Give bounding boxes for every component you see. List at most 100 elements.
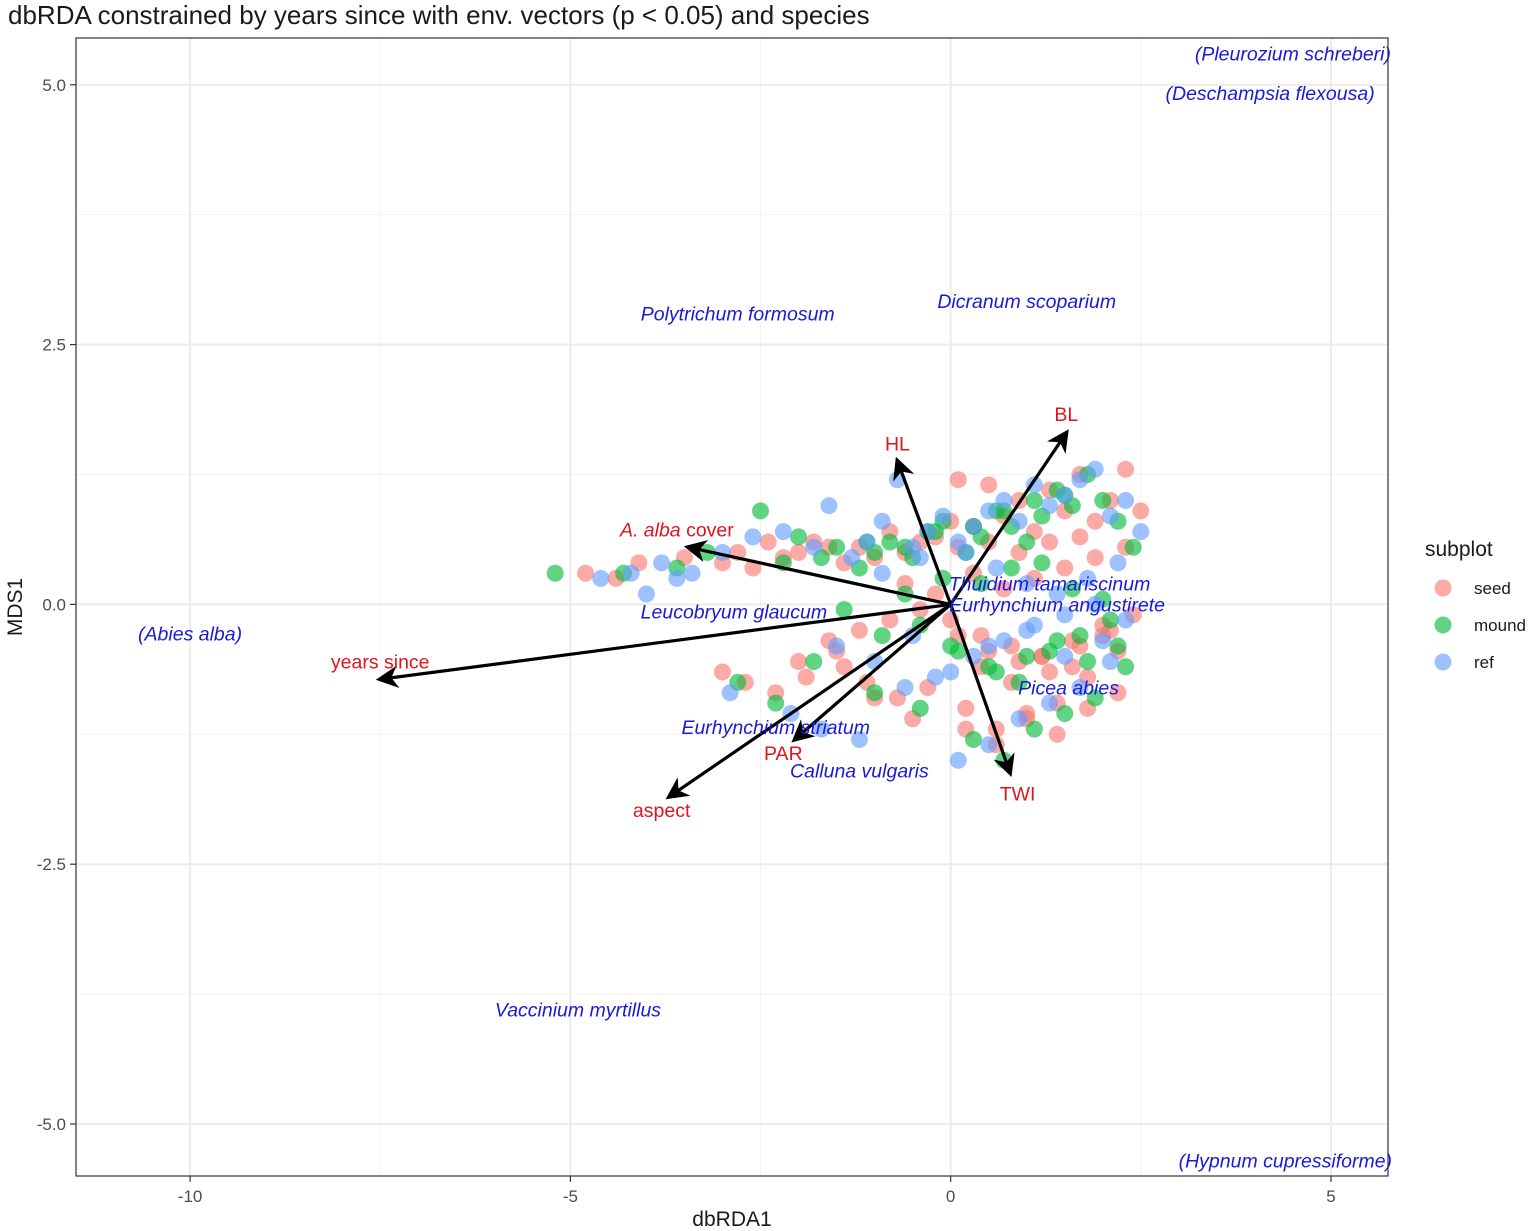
point-mound [873, 627, 891, 645]
point-ref [1056, 486, 1074, 504]
species-label: Eurhynchium angustirete [949, 594, 1165, 616]
species-label: (Hypnum cupressiforme) [1179, 1150, 1392, 1172]
point-ref [828, 637, 846, 655]
vector-arrow-par [791, 603, 952, 743]
point-ref [1048, 585, 1066, 603]
point-mound [1071, 627, 1089, 645]
panel-border [75, 37, 1389, 1177]
point-ref [1132, 523, 1150, 541]
x-tick-label: 5 [1326, 1187, 1335, 1206]
point-seed [850, 621, 868, 639]
legend-key-ref [1434, 653, 1452, 671]
point-mound [911, 699, 929, 717]
point-ref [1086, 595, 1104, 613]
point-mound [1086, 689, 1104, 707]
point-ref [1018, 621, 1036, 639]
point-mound [1101, 611, 1119, 629]
species-label: Vaccinium myrtillus [495, 1000, 661, 1022]
point-mound [546, 564, 564, 582]
x-tick-label: -5 [563, 1187, 578, 1206]
point-seed [980, 476, 998, 494]
point-ref [721, 684, 739, 702]
species-label: Picea abies [1018, 678, 1119, 700]
species-labels: (Pleurozium schreberi) (Deschampsia flexo… [138, 44, 1392, 1173]
x-axis-ticks: -10 -5 0 5 [178, 1176, 1336, 1206]
point-mound [752, 502, 770, 520]
y-tick-label: 2.5 [42, 336, 66, 355]
point-mound [828, 538, 846, 556]
point-ref [1109, 554, 1127, 572]
point-ref [1094, 632, 1112, 650]
point-mound [972, 575, 990, 593]
point-ref [980, 736, 998, 754]
point-ref [926, 668, 944, 686]
point-ref [934, 507, 952, 525]
point-mound [1079, 653, 1097, 671]
point-mound [1117, 658, 1135, 676]
vector-label-aspect: aspect [633, 800, 691, 822]
point-seed [1132, 502, 1150, 520]
x-tick-label: 0 [946, 1187, 955, 1206]
point-mound [1025, 491, 1043, 509]
point-ref [774, 523, 792, 541]
point-ref [1071, 471, 1089, 489]
point-seed [1086, 512, 1104, 530]
point-mound [1025, 720, 1043, 738]
point-seed [1086, 549, 1104, 567]
point-mound [1018, 533, 1036, 551]
point-ref [1101, 653, 1119, 671]
point-mound [987, 663, 1005, 681]
point-ref [911, 549, 929, 567]
x-axis-title: dbRDA1 [692, 1208, 771, 1231]
species-label: (Pleurozium schreberi) [1195, 44, 1391, 66]
point-mound [866, 684, 884, 702]
point-seed [835, 658, 853, 676]
species-label: (Abies alba) [138, 624, 242, 646]
vector-label-a-alba-cover: A. alba cover [619, 520, 734, 542]
point-seed [790, 543, 808, 561]
point-seed [759, 533, 777, 551]
point-mound [1124, 538, 1142, 556]
point-ref [873, 564, 891, 582]
point-seed [949, 471, 967, 489]
point-ref [896, 679, 914, 697]
point-mound [767, 694, 785, 712]
point-seed [957, 699, 975, 717]
legend-label-mound: mound [1474, 616, 1526, 635]
species-label: Eurhynchium striatum [681, 717, 870, 739]
point-ref [668, 569, 686, 587]
y-axis-title: MDS1 [4, 578, 27, 636]
point-ref [1079, 569, 1097, 587]
panel-background [76, 38, 1388, 1176]
point-ref [1018, 575, 1036, 593]
point-ref [964, 517, 982, 535]
point-ref [1071, 679, 1089, 697]
point-mound [835, 601, 853, 619]
species-label: Thuidium tamariscinum [949, 574, 1151, 596]
point-ref [820, 497, 838, 515]
point-ref [1101, 507, 1119, 525]
point-mound [1094, 491, 1112, 509]
point-ref [592, 569, 610, 587]
y-tick-label: 0.0 [42, 595, 66, 614]
y-tick-label: -5.0 [37, 1115, 66, 1134]
point-mound [805, 653, 823, 671]
point-ref [1086, 460, 1104, 478]
point-ref [683, 564, 701, 582]
point-mound [1018, 647, 1036, 665]
point-mound [1109, 637, 1127, 655]
point-seed [1056, 559, 1074, 577]
data-points [546, 460, 1150, 769]
point-ref [1010, 710, 1028, 728]
vector-arrow-years-since [375, 602, 951, 689]
point-mound [1063, 580, 1081, 598]
point-seed [1071, 528, 1089, 546]
species-label: Leucobryum glaucum [641, 602, 827, 624]
point-seed [1041, 663, 1059, 681]
vector-label-par: PAR [764, 743, 803, 765]
species-label: (Deschampsia flexousa) [1166, 83, 1375, 105]
point-seed [1048, 725, 1066, 743]
point-seed [713, 663, 731, 681]
point-mound [1033, 554, 1051, 572]
